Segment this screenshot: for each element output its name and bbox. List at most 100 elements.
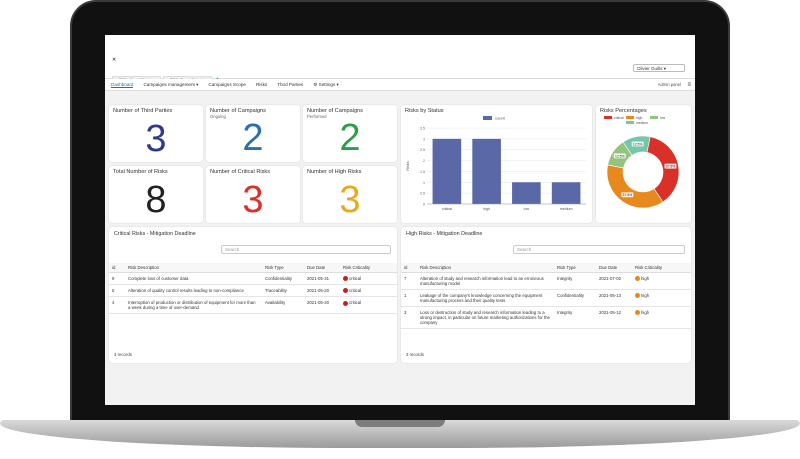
kpi-campaigns-ongoing: Number of Campaigns Ongoing 2 bbox=[206, 105, 300, 162]
panel-title: Critical Risks - Mitigation Deadline bbox=[114, 231, 196, 237]
nav-campaigns-scope[interactable]: Campaigns Scope bbox=[208, 82, 246, 87]
table-row[interactable]: 1 Leakage of the company's knowledge conc… bbox=[401, 289, 691, 307]
kpi-value: 2 bbox=[242, 117, 264, 159]
bar-critical bbox=[432, 138, 462, 204]
nav-campaigns-management[interactable]: Campaigns management ▾ bbox=[143, 81, 199, 87]
top-bar: ✕ Olivier Guilts ▾ POC - Smart Global ✕ … bbox=[105, 35, 695, 84]
col-type[interactable]: Risk Type bbox=[262, 263, 304, 273]
x-tick-label: medium bbox=[560, 207, 573, 211]
legend-swatch-high bbox=[626, 116, 634, 119]
col-type[interactable]: Risk Type bbox=[554, 263, 596, 273]
donut-chart: critical high low medium 37.5% 37.5% 12.5% 12.5… bbox=[604, 116, 680, 209]
app-screen: ✕ Olivier Guilts ▾ POC - Smart Global ✕ … bbox=[105, 35, 695, 405]
x-tick-label: critical bbox=[442, 207, 452, 211]
high-table: id Risk Description Risk Type Due Date R… bbox=[401, 263, 691, 329]
user-select[interactable]: Olivier Guilts ▾ bbox=[633, 64, 685, 72]
kpi-title: Number of Critical Risks bbox=[210, 169, 270, 175]
legend-label: low bbox=[660, 116, 666, 120]
y-tick-label: 3.5 bbox=[420, 127, 425, 131]
col-id[interactable]: id bbox=[109, 263, 125, 273]
nav-risks[interactable]: Risks bbox=[255, 82, 268, 87]
legend-swatch-medium bbox=[626, 121, 634, 124]
col-description[interactable]: Risk Description bbox=[417, 263, 554, 273]
kpi-value: 3 bbox=[145, 118, 167, 160]
hamburger-icon[interactable]: ≡ bbox=[687, 81, 691, 88]
bar-low bbox=[512, 182, 541, 204]
table-row[interactable]: 3 Loss or destruction of study and resear… bbox=[401, 306, 691, 329]
risks-by-status-card: Risks by Status count 0 0.5 1 1.5 2 2.5 3 3.5 Ris… bbox=[401, 105, 592, 223]
high-dot-icon bbox=[635, 292, 640, 298]
col-criticality[interactable]: Risk Criticality bbox=[632, 263, 691, 273]
panel-title: High Risks - Mitigation Deadline bbox=[406, 231, 483, 237]
col-date[interactable]: Due Date bbox=[596, 263, 632, 273]
table-row[interactable]: 5 Alteration of quality control results l… bbox=[109, 284, 397, 298]
bar-high bbox=[472, 138, 501, 204]
kpi-title: Total Number of Risks bbox=[113, 169, 168, 175]
laptop-notch bbox=[355, 420, 445, 427]
col-criticality[interactable]: Risk Criticality bbox=[340, 263, 397, 273]
kpi-value: 3 bbox=[242, 179, 264, 221]
critical-table: id Risk Description Risk Type Due Date R… bbox=[109, 263, 397, 315]
kpi-value: 8 bbox=[145, 179, 167, 221]
table-row[interactable]: 9 Complete loss of customer data Confident… bbox=[109, 272, 397, 285]
slice-label: 37.5% bbox=[666, 165, 676, 169]
nav-settings[interactable]: ⚙ Settings ▾ bbox=[313, 81, 339, 87]
slice-label-bg bbox=[664, 163, 677, 169]
critical-dot-icon bbox=[343, 275, 348, 281]
y-tick-label: 3 bbox=[423, 137, 425, 141]
critical-dot-icon bbox=[343, 300, 348, 306]
kpi-third-parties: Number of Third Parties 3 bbox=[109, 105, 203, 162]
high-risks-panel: High Risks - Mitigation Deadline Search … bbox=[401, 227, 691, 363]
kpi-title: Number of Third Parties bbox=[113, 108, 173, 114]
logo-icon: ✕ bbox=[112, 57, 117, 63]
x-tick-label: high bbox=[483, 207, 490, 211]
slice-high bbox=[606, 164, 664, 209]
y-tick-label: 2.5 bbox=[420, 148, 425, 152]
kpi-value: 2 bbox=[339, 117, 361, 159]
slice-label: 37.5% bbox=[623, 193, 633, 197]
kpi-subtitle: Performed bbox=[307, 114, 327, 119]
kpi-critical-risks: Number of Critical Risks 3 bbox=[206, 166, 300, 223]
kpi-title: Number of Campaigns bbox=[307, 108, 363, 114]
legend-label: medium bbox=[636, 121, 648, 125]
col-id[interactable]: id bbox=[401, 263, 417, 273]
high-table-wrap: id Risk Description Risk Type Due Date R… bbox=[401, 263, 691, 329]
legend-label: count bbox=[495, 116, 506, 121]
main-nav: Dashboard Campaigns management ▾ Campaig… bbox=[105, 79, 695, 91]
chart-title: Risks by Status bbox=[405, 108, 444, 114]
kpi-high-risks: Number of High Risks 3 bbox=[303, 166, 397, 223]
slice-label-bg bbox=[621, 192, 634, 198]
x-tick-label: low bbox=[524, 207, 530, 211]
col-date[interactable]: Due Date bbox=[304, 263, 340, 273]
kpi-subtitle: Ongoing bbox=[210, 114, 226, 119]
nav-third-parties[interactable]: Third Parties bbox=[277, 82, 304, 87]
risks-percentages-card: Risks Percentages critical high low medium 3… bbox=[596, 105, 691, 223]
col-description[interactable]: Risk Description bbox=[125, 263, 262, 273]
legend-swatch-low bbox=[650, 116, 658, 119]
table-row[interactable]: 4 Interruption of production or distribut… bbox=[109, 296, 397, 315]
kpi-campaigns-performed: Number of Campaigns Performed 2 bbox=[303, 105, 397, 162]
kpi-total-risks: Total Number of Risks 8 bbox=[109, 166, 203, 223]
critical-risks-panel: Critical Risks - Mitigation Deadline Sea… bbox=[109, 227, 397, 363]
kpi-value: 3 bbox=[339, 179, 361, 221]
slice-label: 12.5% bbox=[615, 154, 625, 158]
high-search-input[interactable]: Search bbox=[513, 245, 685, 254]
y-axis-label: Risks bbox=[406, 161, 410, 170]
y-tick-label: 0.5 bbox=[420, 192, 425, 196]
legend-label: high bbox=[636, 116, 643, 120]
critical-search-input[interactable]: Search bbox=[221, 245, 391, 254]
high-dot-icon bbox=[635, 309, 640, 315]
y-tick-label: 2 bbox=[423, 159, 425, 163]
table-row[interactable]: 7 Alteration of study and research inform… bbox=[401, 272, 691, 290]
chart-title: Risks Percentages bbox=[600, 108, 647, 114]
legend-swatch bbox=[483, 116, 492, 120]
nav-dashboard[interactable]: Dashboard bbox=[111, 81, 134, 88]
y-tick-label: 0 bbox=[423, 203, 425, 207]
kpi-title: Number of High Risks bbox=[307, 169, 362, 175]
slice-label-bg bbox=[613, 153, 626, 159]
admin-panel-link[interactable]: Admin panel bbox=[657, 82, 681, 87]
records-count: 3 records bbox=[406, 352, 424, 357]
records-count: 3 records bbox=[114, 352, 132, 357]
y-tick-label: 1 bbox=[423, 181, 425, 185]
slice-label: 12.5% bbox=[633, 143, 643, 147]
